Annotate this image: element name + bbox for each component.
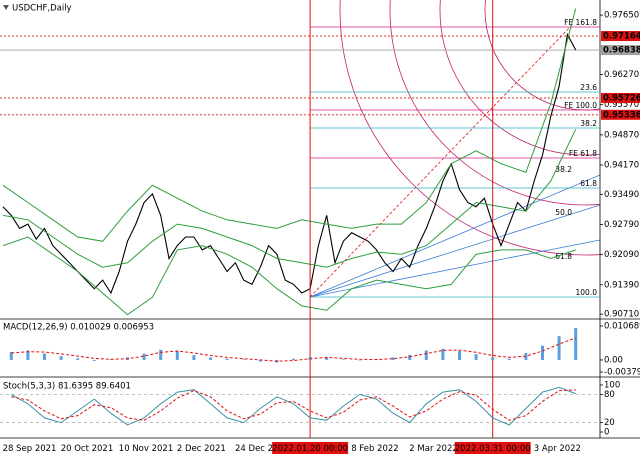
macd-bar — [175, 351, 179, 360]
fib-label: FE 100.0 — [564, 101, 597, 110]
arc-label: 61.8 — [555, 252, 572, 261]
macd-bar — [424, 350, 428, 360]
macd-bar — [292, 358, 295, 360]
fib-arc — [339, 0, 600, 256]
trend-line — [309, 24, 573, 298]
x-tick-label: 2022.01.20 00:00 — [272, 444, 348, 454]
y-tick-label: -0.003798 — [604, 368, 640, 378]
chart-title: USDCHF,Daily — [12, 4, 72, 14]
macd-bar — [92, 359, 96, 361]
fib-label: 23.6 — [580, 83, 597, 92]
y-tick-label: 0.00 — [604, 355, 623, 365]
indicator-line — [11, 389, 576, 421]
y-tick-label: 100 — [604, 381, 620, 391]
indicator-line — [2, 8, 577, 242]
macd-bar — [491, 357, 495, 360]
macd-title: MACD(12,26,9) 0.010029 0.006953 — [3, 323, 154, 333]
indicator-line — [2, 236, 576, 316]
time-label-box — [272, 442, 349, 454]
fan-line — [309, 239, 600, 298]
y-tick-label: 0.93490 — [604, 190, 639, 200]
macd-bar — [242, 359, 246, 360]
fib-label: FE 161.8 — [564, 18, 597, 27]
fib-label: FE 61.8 — [569, 149, 597, 158]
macd-bar — [541, 345, 544, 360]
x-tick-label: 24 Dec 2021 — [235, 444, 289, 454]
macd-bar — [458, 351, 461, 360]
fib-label: 100.0 — [576, 288, 598, 297]
macd-bar — [507, 358, 511, 360]
x-tick-label: 2 Dec 2021 — [177, 444, 226, 454]
y-tick-label: 0.94170 — [604, 161, 639, 171]
x-tick-label: 28 Sep 2021 — [3, 444, 57, 454]
y-tick-label: 0.97650 — [604, 11, 639, 21]
macd-bar — [391, 357, 395, 360]
fan-line — [309, 204, 600, 298]
macd-bar — [408, 354, 412, 360]
macd-bar — [258, 359, 262, 362]
y-tick-label: 0.92090 — [604, 250, 639, 260]
price-label-box — [601, 31, 640, 42]
macd-bar — [209, 357, 212, 360]
x-tick-label: 8 Feb 2022 — [351, 444, 399, 454]
fib-label: 38.2 — [580, 119, 597, 128]
y-tick-label: 0.95570 — [604, 100, 639, 110]
x-tick-label: 2022.03.31 00:00 — [455, 444, 531, 454]
macd-bar — [26, 350, 30, 360]
price-line-series — [2, 32, 577, 295]
price-label-box — [601, 92, 640, 103]
fib-label: 61.8 — [580, 179, 597, 188]
macd-bar — [9, 352, 13, 360]
macd-bar — [192, 355, 196, 360]
macd-bar — [159, 349, 163, 360]
price-label: 0.95336 — [603, 110, 640, 120]
macd-bar — [142, 353, 146, 360]
macd-bar — [59, 356, 63, 360]
price-label-box — [601, 45, 640, 56]
macd-bar — [557, 336, 561, 360]
price-label: 0.95726 — [603, 93, 640, 103]
y-tick-label: 0 — [604, 428, 609, 438]
y-tick-label: 80 — [604, 390, 615, 400]
macd-bar — [441, 348, 445, 360]
arc-label: 38.2 — [555, 165, 572, 174]
y-tick-label: 0.94870 — [604, 130, 639, 140]
arc-label: 50.0 — [555, 208, 572, 217]
x-tick-label: 10 Nov 2021 — [119, 444, 173, 454]
macd-bar — [225, 358, 229, 360]
stoch-title: Stoch(5,3,3) 81.6395 89.6401 — [3, 382, 131, 392]
y-tick-label: 0.96270 — [604, 70, 639, 80]
x-tick-label: 20 Oct 2021 — [61, 444, 114, 454]
fib-arc — [439, 0, 600, 156]
price-label-box — [601, 109, 640, 120]
macd-bar — [474, 354, 478, 360]
indicator-line — [2, 129, 577, 268]
price-label: 0.97164 — [603, 32, 640, 42]
macd-bar — [76, 358, 80, 360]
fan-line — [309, 174, 600, 298]
macd-bar — [574, 328, 578, 360]
y-tick-label: 20 — [604, 418, 615, 428]
macd-bar — [43, 353, 46, 360]
y-tick-label: 0.91390 — [604, 280, 639, 290]
macd-bar — [325, 357, 329, 360]
symbol-icon — [3, 5, 9, 10]
x-tick-label: 2 Mar 2022 — [409, 444, 457, 454]
x-tick-label: 3 Apr 2022 — [534, 444, 581, 454]
y-tick-label: 0.90710 — [604, 310, 639, 320]
time-label-box — [454, 442, 531, 454]
price-label: 0.96838 — [603, 46, 640, 56]
fib-arc — [389, 0, 600, 206]
macd-bar — [341, 359, 345, 360]
indicator-line — [11, 386, 576, 426]
y-tick-label: 0.010689 — [604, 322, 640, 332]
y-tick-label: 0.92790 — [604, 220, 639, 230]
macd-bar — [358, 359, 362, 361]
